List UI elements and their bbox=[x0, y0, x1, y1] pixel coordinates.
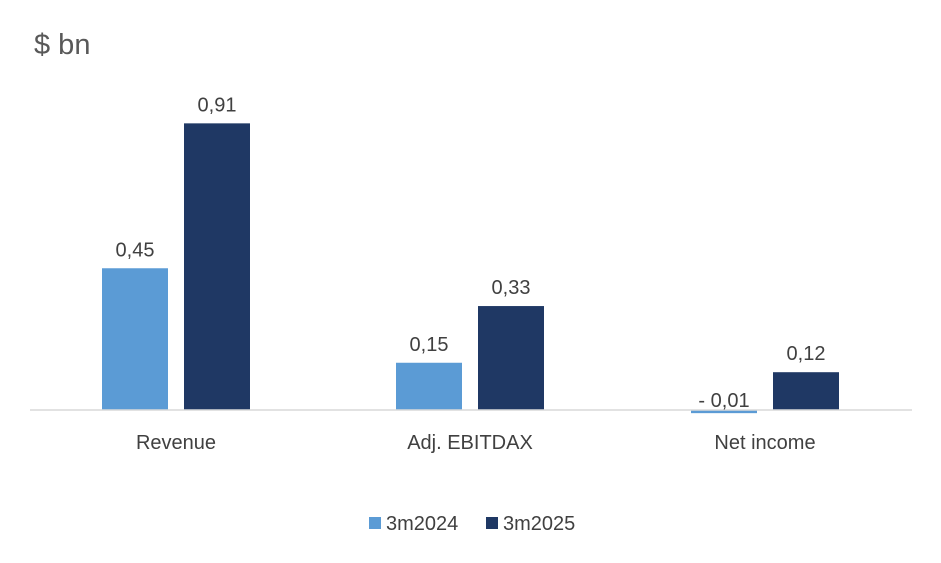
legend-label: 3m2025 bbox=[503, 513, 575, 535]
data-label: 0,15 bbox=[410, 334, 449, 356]
data-label: 0,12 bbox=[787, 343, 826, 365]
bar-3m2025-net-income bbox=[773, 372, 839, 410]
data-labels-group: 0,45 0,15 - 0,01 0,91 0,33 0,12 bbox=[116, 94, 826, 412]
unit-label: $ bn bbox=[34, 29, 90, 61]
data-label: 0,45 bbox=[116, 239, 155, 261]
bar-3m2024-net-income bbox=[691, 410, 757, 414]
bar-3m2024-revenue bbox=[102, 268, 168, 410]
data-label: 0,33 bbox=[492, 277, 531, 299]
legend: 3m2024 3m2025 bbox=[369, 513, 575, 535]
data-label: 0,91 bbox=[198, 94, 237, 116]
data-label: - 0,01 bbox=[698, 390, 749, 412]
bars-group bbox=[102, 123, 839, 414]
bar-3m2025-adj-ebitdax bbox=[478, 306, 544, 410]
legend-swatch bbox=[369, 517, 381, 529]
category-label: Net income bbox=[714, 432, 815, 454]
category-labels-group: Revenue Adj. EBITDAX Net income bbox=[136, 432, 816, 454]
category-label: Adj. EBITDAX bbox=[407, 432, 533, 454]
bar-3m2024-adj-ebitdax bbox=[396, 362, 462, 410]
legend-swatch bbox=[486, 517, 498, 529]
legend-label: 3m2024 bbox=[386, 513, 458, 535]
bar-3m2025-revenue bbox=[184, 123, 250, 410]
category-label: Revenue bbox=[136, 432, 216, 454]
